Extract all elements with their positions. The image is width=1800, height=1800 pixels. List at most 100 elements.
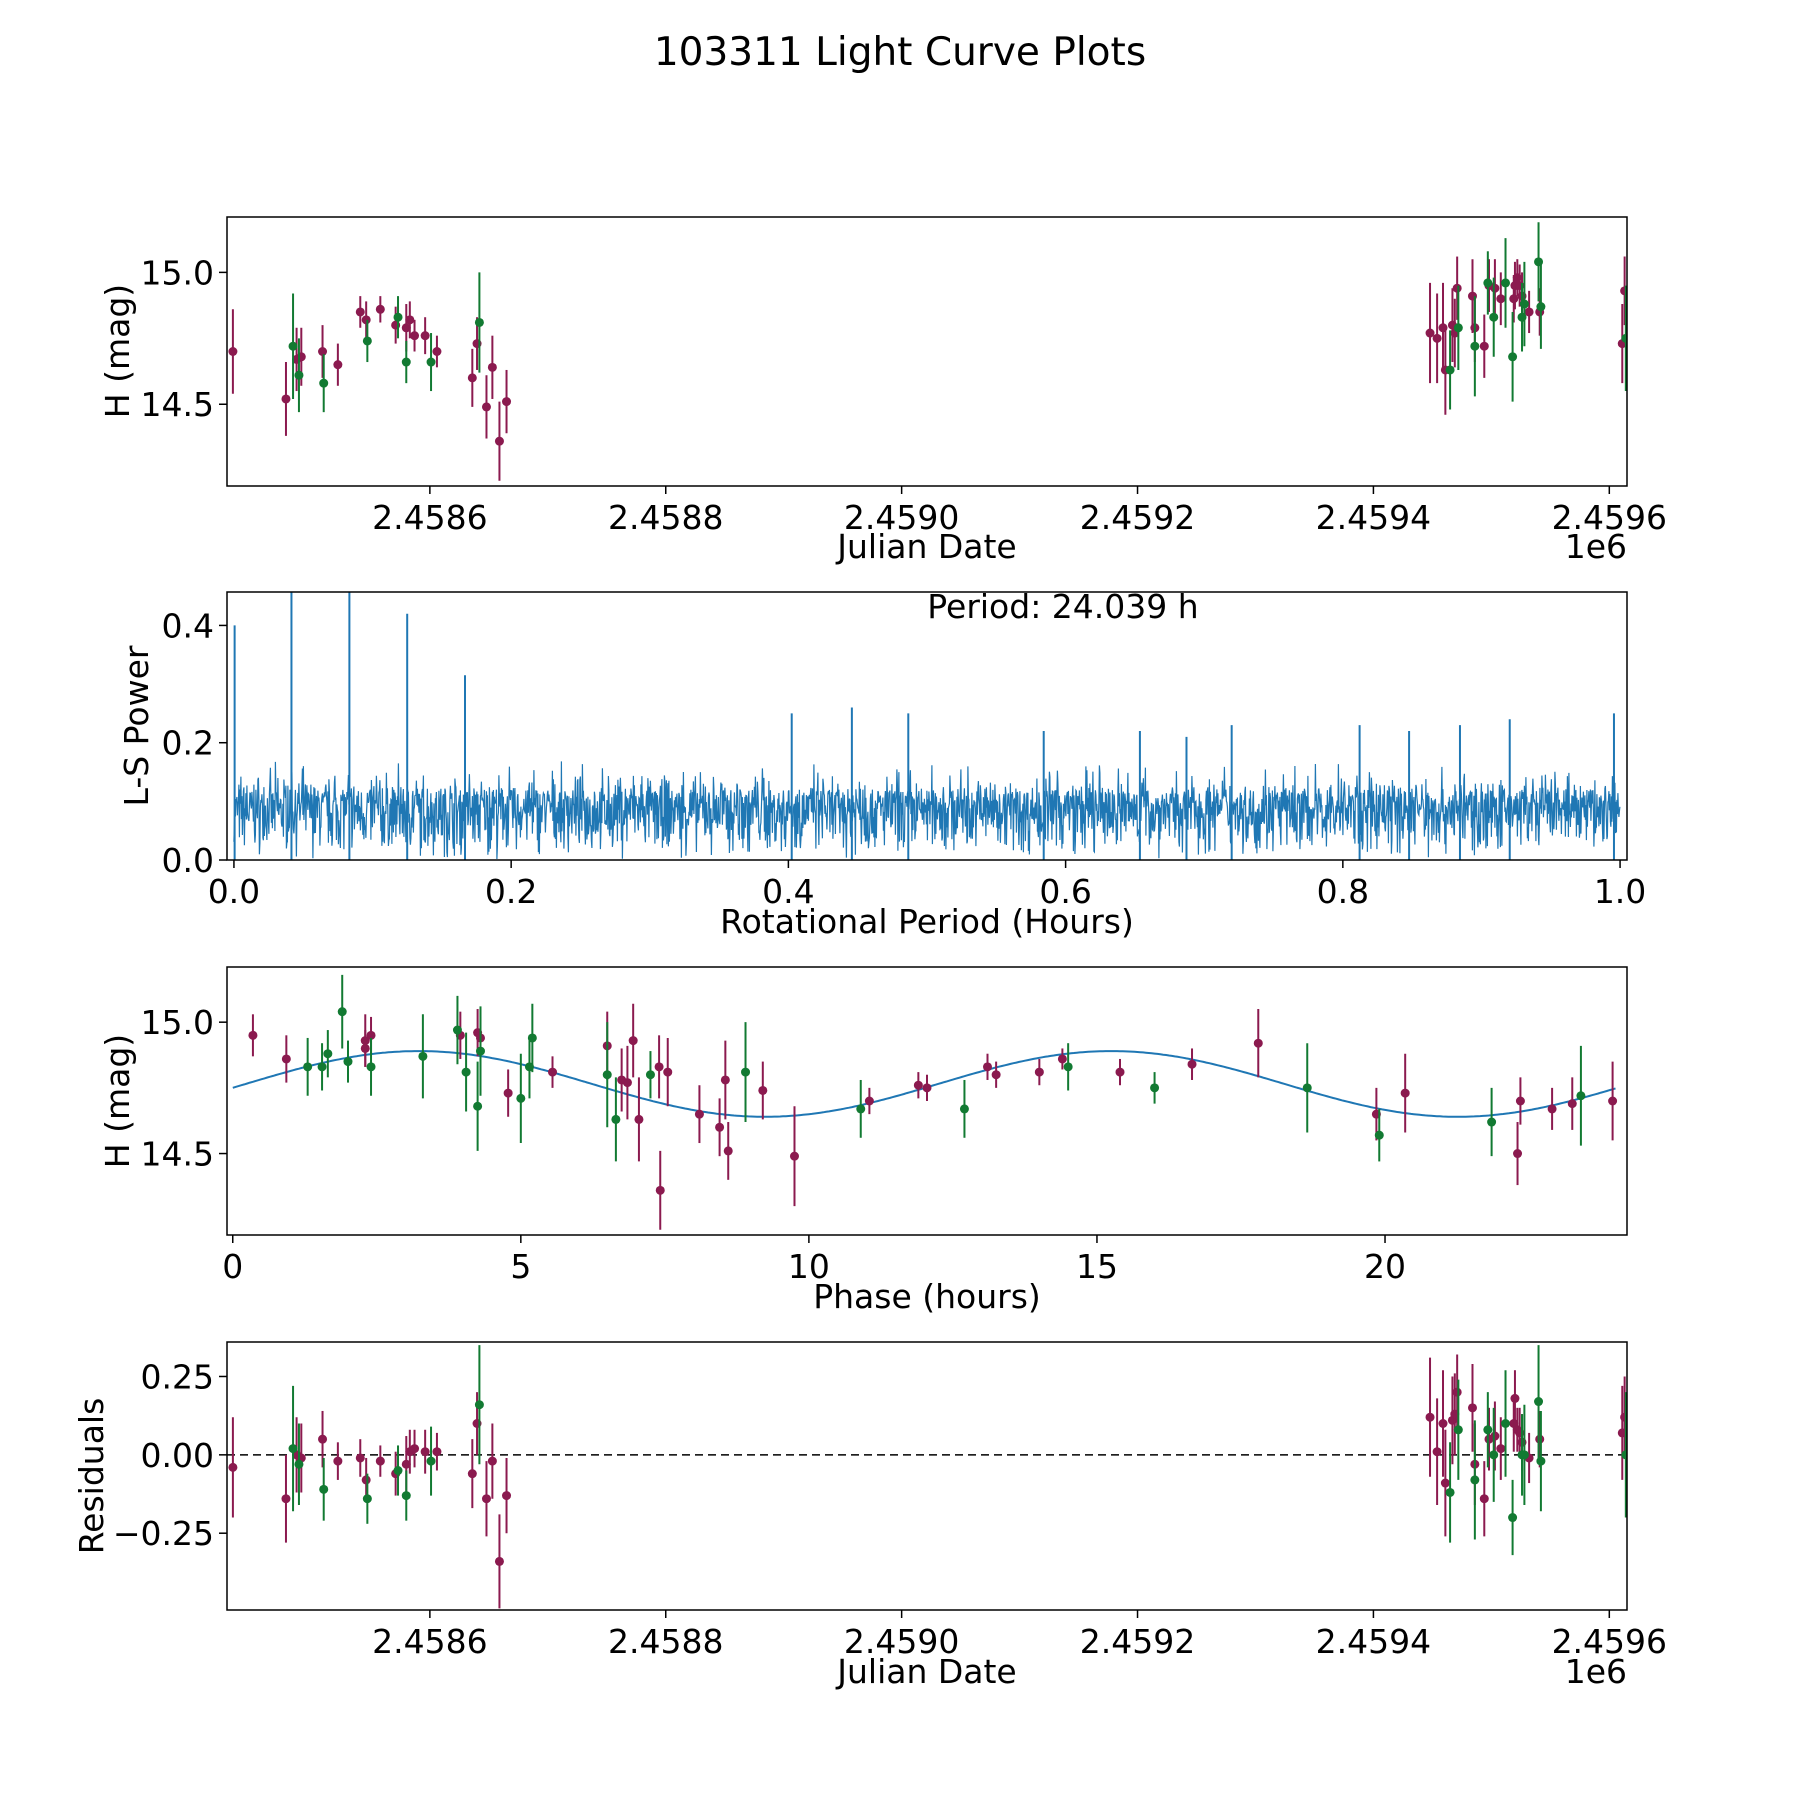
data-point-green xyxy=(393,1466,403,1476)
data-point-magenta xyxy=(375,1456,385,1466)
residuals-frame xyxy=(226,1341,1628,1611)
data-point-magenta xyxy=(494,1556,504,1566)
data-point-magenta xyxy=(333,360,343,370)
data-point-magenta xyxy=(1515,1096,1525,1106)
data-point-magenta xyxy=(1510,1393,1520,1403)
data-point-magenta xyxy=(1513,1149,1523,1159)
ls-xtick-label: 1.0 xyxy=(1594,872,1646,911)
data-point-magenta xyxy=(281,1054,291,1064)
light-curve-offset-label: 1e6 xyxy=(1565,527,1627,566)
residuals-panel: 2.4586 2.4588 2.4590 2.4592 2.4594 2.4596 0.25… xyxy=(72,1341,1667,1691)
data-point-magenta xyxy=(1452,1387,1462,1397)
lc-xtick-label: 2.4592 xyxy=(1080,498,1195,537)
data-point-green xyxy=(527,1033,537,1043)
data-point-magenta xyxy=(361,315,371,325)
data-point-magenta xyxy=(1187,1059,1197,1069)
data-point-green xyxy=(1374,1130,1384,1140)
data-point-magenta xyxy=(1524,307,1534,317)
phase-xtick-label: 0 xyxy=(222,1247,243,1286)
data-point-magenta xyxy=(360,1036,370,1046)
data-point-magenta xyxy=(1253,1038,1263,1048)
figure-title: 103311 Light Curve Plots xyxy=(654,30,1146,75)
data-point-green xyxy=(1576,1091,1586,1101)
data-point-green xyxy=(323,1049,333,1059)
resid-xtick-label: 2.4592 xyxy=(1080,1622,1195,1661)
phase-curve-frame xyxy=(226,966,1628,1236)
data-point-green xyxy=(1489,1450,1499,1460)
data-point-green xyxy=(337,1007,347,1017)
lc-ytick-label: 14.5 xyxy=(141,385,214,424)
phase-xtick-label: 15 xyxy=(1076,1247,1118,1286)
phase-xtick-label: 5 xyxy=(510,1247,531,1286)
data-point-magenta xyxy=(432,1447,442,1457)
phase-xtick-label: 10 xyxy=(788,1247,830,1286)
data-point-magenta xyxy=(467,373,477,383)
data-point-magenta xyxy=(622,1078,632,1088)
data-point-green xyxy=(1508,352,1518,362)
lc-xtick-label: 2.4586 xyxy=(372,498,487,537)
data-point-green xyxy=(452,1025,462,1035)
periodogram-ylabel: L-S Power xyxy=(117,645,156,806)
data-point-magenta xyxy=(655,1185,665,1195)
data-point-green xyxy=(611,1114,621,1124)
data-point-magenta xyxy=(487,362,497,372)
data-point-green xyxy=(1621,1450,1627,1460)
data-point-magenta xyxy=(420,331,430,341)
data-point-magenta xyxy=(715,1122,725,1132)
data-point-green xyxy=(1501,278,1511,288)
data-point-green xyxy=(1487,1117,1497,1127)
data-point-green xyxy=(401,1491,411,1501)
periodogram-frame xyxy=(226,591,1628,861)
lc-xtick-label: 2.4594 xyxy=(1316,498,1431,537)
data-point-magenta xyxy=(401,323,411,333)
data-point-green xyxy=(1483,1425,1493,1435)
data-point-magenta xyxy=(694,1109,704,1119)
data-point-green xyxy=(741,1067,751,1077)
data-point-green xyxy=(474,1400,484,1410)
data-point-magenta xyxy=(1400,1088,1410,1098)
ls-xtick-label: 0.2 xyxy=(485,872,537,911)
resid-ytick-label: −0.25 xyxy=(113,1514,214,1553)
data-point-magenta xyxy=(333,1456,343,1466)
data-point-magenta xyxy=(1432,333,1442,343)
data-point-magenta xyxy=(481,402,491,412)
data-point-green xyxy=(1150,1083,1160,1093)
data-point-magenta xyxy=(1034,1067,1044,1077)
data-point-green xyxy=(366,1062,376,1072)
data-point-green xyxy=(319,378,329,388)
data-point-magenta xyxy=(494,436,504,446)
ls-ytick-label: 0.4 xyxy=(162,606,214,645)
data-point-green xyxy=(1489,312,1499,322)
data-point-magenta xyxy=(1567,1099,1577,1109)
data-point-magenta xyxy=(420,1447,430,1457)
data-point-green xyxy=(288,341,298,351)
data-point-green xyxy=(1483,278,1493,288)
resid-xtick-label: 2.4586 xyxy=(372,1622,487,1661)
data-point-green xyxy=(1501,1418,1511,1428)
data-point-magenta xyxy=(758,1085,768,1095)
resid-xtick-label: 2.4596 xyxy=(1552,1622,1667,1661)
data-point-green xyxy=(362,1494,372,1504)
data-point-magenta xyxy=(1438,1418,1448,1428)
data-point-green xyxy=(1536,1456,1546,1466)
data-point-magenta xyxy=(228,1462,238,1472)
data-point-magenta xyxy=(1425,328,1435,338)
data-point-green xyxy=(474,317,484,327)
data-point-magenta xyxy=(410,331,420,341)
data-point-green xyxy=(461,1067,471,1077)
phase-ytick-label: 15.0 xyxy=(141,1003,214,1042)
data-point-magenta xyxy=(318,347,328,356)
data-point-green xyxy=(418,1051,428,1061)
data-point-green xyxy=(1453,323,1463,333)
data-point-magenta xyxy=(913,1080,923,1090)
resid-xtick-label: 2.4588 xyxy=(608,1622,723,1661)
data-point-green xyxy=(317,1062,327,1072)
data-point-green xyxy=(294,370,304,380)
phase-ytick-label: 14.5 xyxy=(141,1135,214,1174)
data-point-magenta xyxy=(248,1030,258,1040)
data-point-green xyxy=(303,1062,313,1072)
data-point-magenta xyxy=(628,1036,638,1046)
data-point-magenta xyxy=(1425,1412,1435,1422)
ls-xtick-label: 0.6 xyxy=(1039,872,1091,911)
